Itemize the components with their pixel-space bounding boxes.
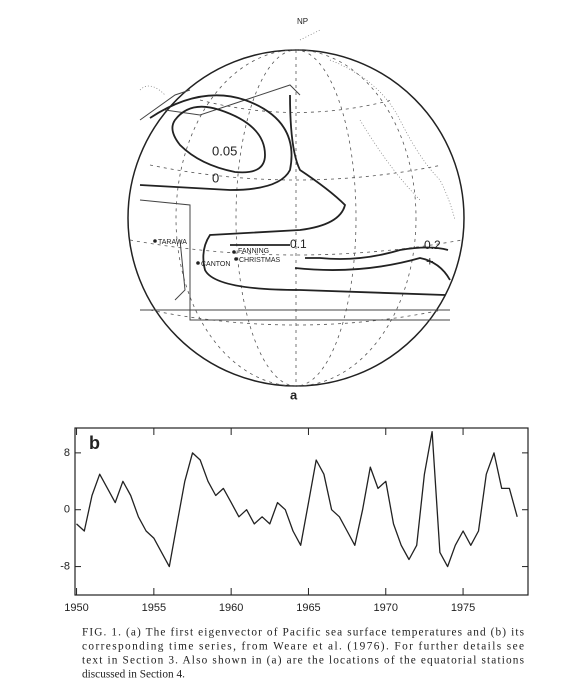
x-tick-label: 1975 <box>451 602 475 614</box>
station-label: FANNING <box>238 248 269 255</box>
station-label: CANTON <box>201 261 230 268</box>
plot-frame <box>74 427 529 596</box>
caption-line: text in Section 3. Also shown in (a) are… <box>82 655 524 667</box>
x-tick-label: 1950 <box>64 602 88 614</box>
contour-label: 0.1 <box>290 237 307 251</box>
station-label: CHRISTMAS <box>239 257 281 264</box>
caption-line: FIG. 1. (a) The first eigenvector of Pac… <box>82 627 524 639</box>
panel-label: a <box>290 387 298 402</box>
time-series-chart: b 8 0 -8 1950 1955 1960 1965 1970 1975 <box>60 427 529 614</box>
y-tick-label: 0 <box>64 504 70 516</box>
station-label: TARAWA <box>158 239 187 246</box>
y-tick-label: -8 <box>60 560 70 572</box>
contour-label: 0 <box>212 170 219 185</box>
globe: NP 0.05 0 0.1 0.2 + TARAWA CANTON FANNIN… <box>127 17 465 402</box>
x-tick-label: 1970 <box>374 602 398 614</box>
series-line <box>76 430 518 568</box>
caption: FIG. 1. (a) The first eigenvector of Pac… <box>82 627 524 681</box>
contour-label: 0.05 <box>212 143 237 158</box>
x-tick-label: 1965 <box>296 602 320 614</box>
pole-label: NP <box>297 17 308 26</box>
caption-line: corresponding time series, from Weare et… <box>82 641 524 653</box>
contour-label: 0.2 <box>424 238 441 252</box>
x-tick-label: 1960 <box>219 602 243 614</box>
panel-label: b <box>89 433 100 453</box>
caption-line: discussed in Section 4. <box>82 669 185 681</box>
y-tick-label: 8 <box>64 447 70 459</box>
x-tick-label: 1955 <box>142 602 166 614</box>
contour-label: + <box>426 253 434 268</box>
